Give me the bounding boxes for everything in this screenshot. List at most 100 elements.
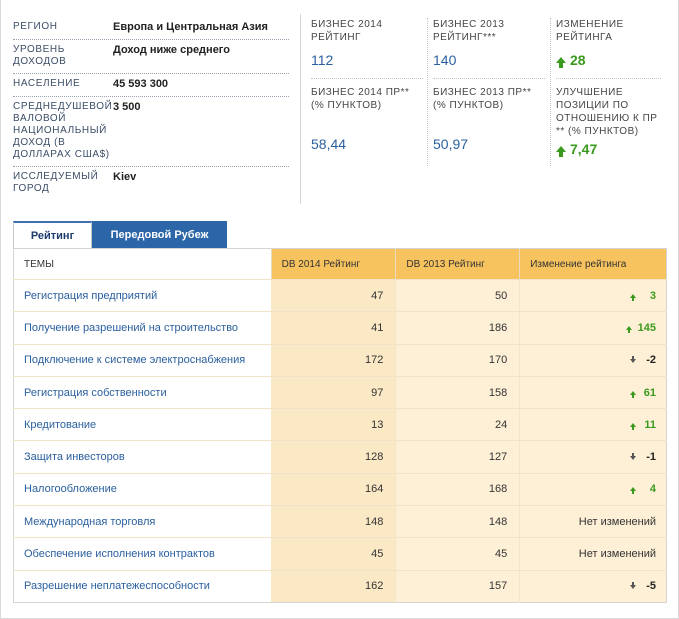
rank-2013-cell: 170 <box>395 343 520 377</box>
stat-value: 7,47 <box>556 141 661 157</box>
table-row: Получение разрешений на строительство 41 1… <box>13 311 667 345</box>
table-row: Регистрация собственности 97 158 61 <box>13 375 667 409</box>
rank-2013-cell: 168 <box>395 472 520 506</box>
vertical-divider <box>300 14 301 204</box>
view-tabs: Рейтинг Передовой Рубеж <box>13 221 227 248</box>
profile-row-population: НАСЕЛЕНИЕ 45 593 300 <box>13 74 289 97</box>
topic-link[interactable]: Разрешение неплатежеспособности <box>13 569 272 603</box>
rank-2013-cell: 148 <box>395 505 520 538</box>
row-divider <box>556 78 661 79</box>
stat-label: БИЗНЕС 2013 ПР** (% ПУНКТОВ) <box>433 87 532 111</box>
arrow-down-icon <box>630 582 636 590</box>
column-header-topics[interactable]: ТЕМЫ <box>13 248 272 280</box>
profile-value: Доход ниже среднего <box>113 44 230 56</box>
arrow-up-icon <box>630 422 636 430</box>
row-divider <box>311 78 423 79</box>
economy-profile: РЕГИОН Европа и Центральная Азия УРОВЕНЬ… <box>13 17 289 200</box>
stat-label: БИЗНЕС 2014 ПР** (% ПУНКТОВ) <box>311 87 410 111</box>
arrow-down-icon <box>630 453 636 461</box>
arrow-up-icon <box>630 487 636 495</box>
topic-link[interactable]: Регистрация предприятий <box>13 278 272 312</box>
rank-2014-cell: 172 <box>271 343 396 377</box>
change-value: 11 <box>644 418 656 431</box>
profile-label: ИССЛЕДУЕМЫЙ ГОРОД <box>13 171 99 194</box>
rank-change-cell: 145 <box>519 311 667 345</box>
rank-2014-cell: 13 <box>271 408 396 441</box>
column-header-db2014[interactable]: DB 2014 Рейтинг <box>270 248 396 280</box>
rank-change-cell: 4 <box>519 472 667 506</box>
stat-value: 112 <box>311 52 334 68</box>
arrow-up-icon <box>556 146 566 157</box>
stat-dtf-change: УЛУЧШЕНИЕ ПОЗИЦИИ ПО ОТНОШЕНИЮ К ПР ** (… <box>556 86 661 157</box>
profile-row-gni: СРЕДНЕДУШЕВОЙ ВАЛОВОЙ НАЦИОНАЛЬНЫЙ ДОХОД… <box>13 97 289 167</box>
table-row: Кредитование 13 24 11 <box>13 408 667 441</box>
table-header-row: ТЕМЫ DB 2014 Рейтинг DB 2013 Рейтинг Изм… <box>13 248 667 280</box>
topic-link[interactable]: Налогообложение <box>13 472 272 506</box>
table-row: Разрешение неплатежеспособности 162 157 -5 <box>13 569 667 603</box>
table-row: Регистрация предприятий 47 50 3 <box>13 278 667 312</box>
topic-link[interactable]: Регистрация собственности <box>13 375 272 409</box>
stat-value: 140 <box>433 52 457 68</box>
column-header-change[interactable]: Изменение рейтинга <box>519 248 667 280</box>
stat-dtf-2013: БИЗНЕС 2013 ПР** (% ПУНКТОВ) 50,97 <box>433 86 545 152</box>
rank-2013-cell: 127 <box>395 440 520 474</box>
rank-2013-cell: 50 <box>395 278 520 312</box>
rank-2013-cell: 157 <box>395 569 520 603</box>
stat-number: 7,47 <box>570 141 598 157</box>
arrow-up-icon <box>625 325 632 333</box>
rank-2013-cell: 158 <box>395 375 520 409</box>
topic-link[interactable]: Защита инвесторов <box>13 440 272 474</box>
profile-row-city: ИССЛЕДУЕМЫЙ ГОРОД Kiev <box>13 167 289 200</box>
topic-link[interactable]: Подключение к системе электроснабжения <box>13 343 272 377</box>
stat-dtf-2014: БИЗНЕС 2014 ПР** (% ПУНКТОВ) 58,44 <box>311 86 423 152</box>
change-value: 61 <box>643 386 656 399</box>
rank-change-cell: Нет изменений <box>519 537 667 571</box>
tab-distance-to-frontier[interactable]: Передовой Рубеж <box>92 221 227 248</box>
change-value: -1 <box>646 451 656 464</box>
change-value: 145 <box>637 321 656 334</box>
tab-ranking[interactable]: Рейтинг <box>13 221 92 248</box>
row-divider <box>433 78 545 79</box>
stat-number: 28 <box>570 52 586 68</box>
rank-change-cell: -1 <box>519 440 667 474</box>
column-divider <box>427 18 428 166</box>
rank-change-cell: 3 <box>519 278 667 312</box>
topic-link[interactable]: Международная торговля <box>13 505 272 538</box>
stat-label: БИЗНЕС 2013 РЕЙТИНГ*** <box>433 19 505 43</box>
table-row: Подключение к системе электроснабжения 17… <box>13 343 667 377</box>
change-value: 3 <box>649 289 656 302</box>
rank-2014-cell: 45 <box>271 537 396 571</box>
table-row: Международная торговля 148 148 Нет изменени… <box>13 505 667 538</box>
profile-label: НАСЕЛЕНИЕ <box>13 78 81 89</box>
rank-2014-cell: 41 <box>271 311 396 345</box>
rank-2013-cell: 186 <box>395 311 520 345</box>
profile-label: РЕГИОН <box>13 21 58 32</box>
profile-value: Kiev <box>113 171 137 183</box>
stat-value: 58,44 <box>311 136 347 152</box>
rank-2014-cell: 47 <box>271 278 396 312</box>
topic-link[interactable]: Обеспечение исполнения контрактов <box>13 537 272 571</box>
stat-rank-2014: БИЗНЕС 2014 РЕЙТИНГ 112 <box>311 18 423 68</box>
change-value: -2 <box>646 354 656 367</box>
stat-label: УЛУЧШЕНИЕ ПОЗИЦИИ ПО ОТНОШЕНИЮ К ПР ** (… <box>556 87 658 137</box>
stat-label: ИЗМЕНЕНИЕ РЕЙТИНГА <box>556 19 624 43</box>
topic-rankings-table: ТЕМЫ DB 2014 Рейтинг DB 2013 Рейтинг Изм… <box>13 248 667 603</box>
arrow-up-icon <box>630 293 636 301</box>
rank-change-cell: 61 <box>519 375 667 409</box>
topic-link[interactable]: Получение разрешений на строительство <box>13 311 272 345</box>
rank-2014-cell: 162 <box>271 569 396 603</box>
table-row: Налогообложение 164 168 4 <box>13 472 667 506</box>
arrow-down-icon <box>630 356 636 364</box>
topic-link[interactable]: Кредитование <box>13 408 272 441</box>
rank-change-cell: -5 <box>519 569 667 603</box>
column-header-db2013[interactable]: DB 2013 Рейтинг <box>395 248 520 280</box>
rank-2014-cell: 128 <box>271 440 396 474</box>
column-divider <box>550 18 551 166</box>
profile-value: 3 500 <box>113 101 141 113</box>
arrow-up-icon <box>630 390 636 398</box>
profile-value: 45 593 300 <box>113 78 169 90</box>
arrow-up-icon <box>556 57 566 68</box>
change-value: 4 <box>649 483 656 496</box>
stat-rank-change: ИЗМЕНЕНИЕ РЕЙТИНГА 28 <box>556 18 668 68</box>
stat-value: 50,97 <box>433 136 469 152</box>
